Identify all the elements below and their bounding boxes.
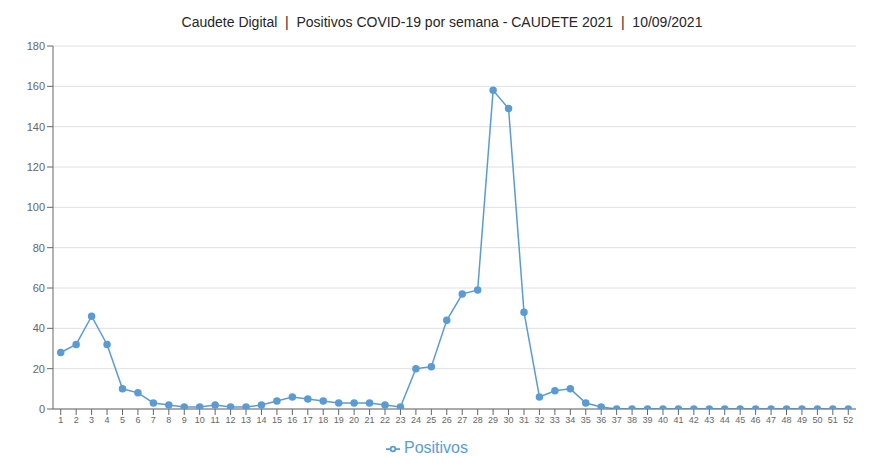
svg-text:48: 48 <box>782 415 792 425</box>
svg-text:41: 41 <box>673 415 683 425</box>
svg-text:33: 33 <box>550 415 560 425</box>
svg-text:14: 14 <box>256 415 266 425</box>
svg-text:37: 37 <box>612 415 622 425</box>
svg-text:45: 45 <box>735 415 745 425</box>
svg-text:5: 5 <box>120 415 125 425</box>
svg-text:42: 42 <box>689 415 699 425</box>
svg-text:11: 11 <box>210 415 219 425</box>
html-text:Caudete Digital | Positivos CO: Caudete Digital | Positivos COVID-19 por… <box>181 14 703 30</box>
svg-text:35: 35 <box>581 415 591 425</box>
svg-text:1: 1 <box>58 415 63 425</box>
svg-text:12: 12 <box>226 415 236 425</box>
svg-text:140: 140 <box>27 121 45 133</box>
svg-text:36: 36 <box>596 415 606 425</box>
svg-text:18: 18 <box>318 415 328 425</box>
svg-text:13: 13 <box>241 415 251 425</box>
svg-text:20: 20 <box>33 363 45 375</box>
svg-text:16: 16 <box>287 415 297 425</box>
svg-text:8: 8 <box>166 415 171 425</box>
svg-text:29: 29 <box>488 415 498 425</box>
svg-text:6: 6 <box>135 415 140 425</box>
svg-text:7: 7 <box>151 415 156 425</box>
svg-text:20: 20 <box>349 415 359 425</box>
svg-text:28: 28 <box>473 415 483 425</box>
svg-text:160: 160 <box>27 80 45 92</box>
svg-text:49: 49 <box>797 415 807 425</box>
svg-text:47: 47 <box>766 415 776 425</box>
svg-text:80: 80 <box>33 242 45 254</box>
svg-text:26: 26 <box>442 415 452 425</box>
svg-text:25: 25 <box>426 415 436 425</box>
svg-text:17: 17 <box>303 415 313 425</box>
svg-text:2: 2 <box>74 415 79 425</box>
svg-text:3: 3 <box>89 415 94 425</box>
html-text:Positivos: Positivos <box>404 439 468 456</box>
svg-text:39: 39 <box>643 415 653 425</box>
svg-text:34: 34 <box>565 415 575 425</box>
svg-text:60: 60 <box>33 282 45 294</box>
svg-text:51: 51 <box>828 415 838 425</box>
svg-text:40: 40 <box>33 322 45 334</box>
svg-text:46: 46 <box>751 415 761 425</box>
svg-text:43: 43 <box>704 415 714 425</box>
svg-text:10: 10 <box>195 415 205 425</box>
svg-text:120: 120 <box>27 161 45 173</box>
svg-text:4: 4 <box>105 415 110 425</box>
svg-text:32: 32 <box>534 415 544 425</box>
svg-text:9: 9 <box>182 415 187 425</box>
svg-text:0: 0 <box>39 403 45 415</box>
svg-text:19: 19 <box>334 415 344 425</box>
svg-text:21: 21 <box>365 415 375 425</box>
svg-text:38: 38 <box>627 415 637 425</box>
svg-text:24: 24 <box>411 415 421 425</box>
svg-text:44: 44 <box>720 415 730 425</box>
svg-text:23: 23 <box>395 415 405 425</box>
svg-text:52: 52 <box>843 415 853 425</box>
svg-text:15: 15 <box>272 415 282 425</box>
svg-text:30: 30 <box>504 415 514 425</box>
svg-text:40: 40 <box>658 415 668 425</box>
svg-text:31: 31 <box>519 415 529 425</box>
svg-text:50: 50 <box>812 415 822 425</box>
svg-text:22: 22 <box>380 415 390 425</box>
svg-text:27: 27 <box>457 415 467 425</box>
svg-text:100: 100 <box>27 201 45 213</box>
svg-text:180: 180 <box>27 40 45 52</box>
